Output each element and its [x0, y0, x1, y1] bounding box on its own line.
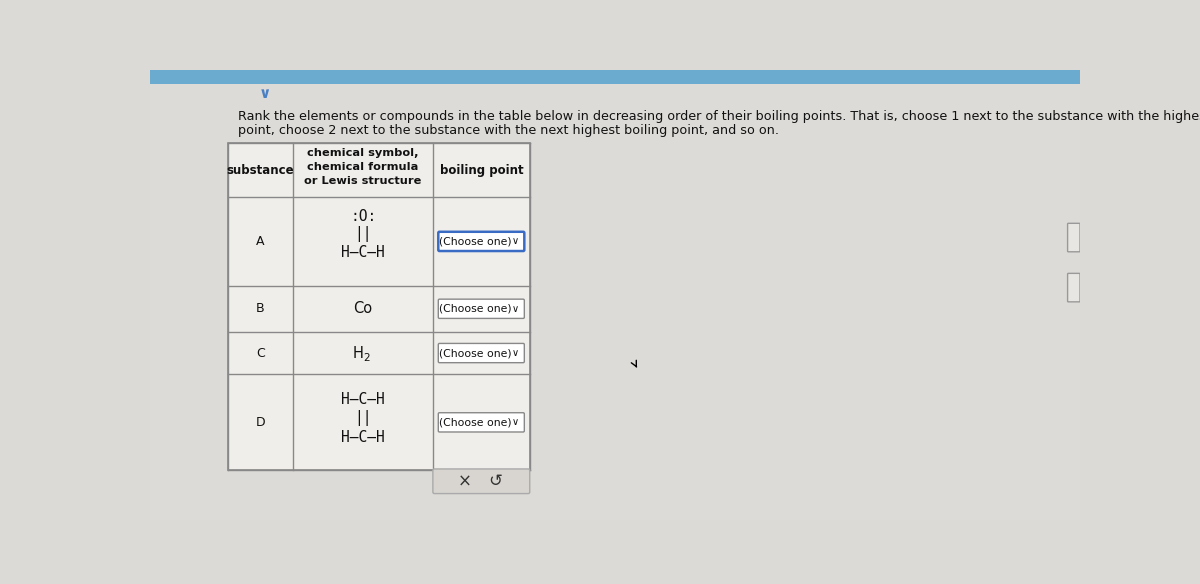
Text: B: B — [256, 303, 265, 315]
Text: substance: substance — [227, 164, 294, 177]
Text: (Choose one): (Choose one) — [439, 237, 511, 246]
Text: chemical symbol,
chemical formula
or Lewis structure: chemical symbol, chemical formula or Lew… — [305, 148, 422, 186]
Text: :O:: :O: — [350, 209, 377, 224]
FancyBboxPatch shape — [1068, 273, 1080, 302]
Text: ∨: ∨ — [258, 86, 271, 100]
Text: H—C—H: H—C—H — [341, 245, 385, 260]
Text: ↺: ↺ — [488, 472, 503, 490]
Text: H—C—H: H—C—H — [341, 430, 385, 445]
FancyBboxPatch shape — [438, 299, 524, 318]
Text: H—C—H: H—C—H — [341, 392, 385, 406]
Text: Co: Co — [354, 301, 373, 317]
FancyBboxPatch shape — [438, 232, 524, 251]
FancyBboxPatch shape — [433, 469, 529, 493]
Text: ||: || — [354, 410, 372, 426]
Text: ∨: ∨ — [512, 237, 518, 246]
Bar — [150, 70, 1080, 84]
Text: ×: × — [457, 472, 472, 490]
Text: 2: 2 — [362, 353, 370, 363]
Text: ∨: ∨ — [512, 304, 518, 314]
Text: (Choose one): (Choose one) — [439, 304, 511, 314]
Bar — [228, 143, 529, 471]
Text: (Choose one): (Choose one) — [439, 418, 511, 427]
Text: C: C — [256, 346, 265, 360]
Text: (Choose one): (Choose one) — [439, 348, 511, 358]
Text: ∨: ∨ — [512, 418, 518, 427]
FancyBboxPatch shape — [1068, 223, 1080, 252]
FancyBboxPatch shape — [438, 413, 524, 432]
Text: A: A — [256, 235, 265, 248]
FancyBboxPatch shape — [438, 343, 524, 363]
Text: ||: || — [354, 225, 372, 242]
Text: ∨: ∨ — [512, 348, 518, 358]
Text: Rank the elements or compounds in the table below in decreasing order of their b: Rank the elements or compounds in the ta… — [238, 110, 1200, 123]
Text: boiling point: boiling point — [439, 164, 523, 177]
Text: point, choose 2 next to the substance with the next highest boiling point, and s: point, choose 2 next to the substance wi… — [238, 124, 779, 137]
Text: D: D — [256, 416, 265, 429]
Text: H: H — [353, 346, 364, 360]
